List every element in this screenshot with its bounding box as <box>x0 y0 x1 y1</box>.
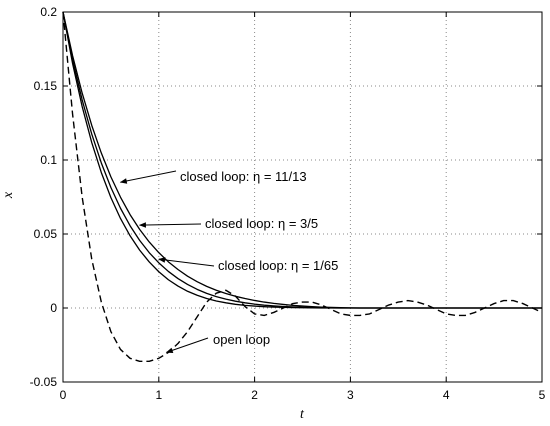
y-tick-label: 0.2 <box>40 5 57 19</box>
annotation-label-2: closed loop: η = 1/65 <box>218 258 338 273</box>
x-tick-label: 1 <box>155 388 162 402</box>
x-tick-label: 0 <box>60 388 67 402</box>
x-tick-label: 5 <box>539 388 546 402</box>
y-axis-label: x <box>1 191 16 199</box>
x-tick-label: 3 <box>347 388 354 402</box>
series-line-3 <box>62 11 543 362</box>
plot-frame <box>62 11 543 383</box>
annotation-label-0: closed loop: η = 11/13 <box>180 169 307 184</box>
series-line-2 <box>62 11 542 309</box>
y-tick-label: 0.05 <box>34 227 58 241</box>
annotation-label-3: open loop <box>213 332 270 347</box>
y-tick-label: 0.15 <box>34 79 58 93</box>
x-axis-label: t <box>300 407 305 422</box>
annotation-arrow-3 <box>165 337 209 353</box>
y-tick-label: -0.05 <box>30 375 58 389</box>
annotation-arrow-1 <box>138 222 202 228</box>
annotation-arrow-0 <box>119 170 177 184</box>
x-tick-label: 4 <box>443 388 450 402</box>
annotation-label-1: closed loop: η = 3/5 <box>205 216 318 231</box>
annotation-arrow-2 <box>158 257 215 267</box>
x-tick-label: 2 <box>251 388 258 402</box>
y-tick-label: 0.1 <box>40 153 57 167</box>
y-tick-label: 0 <box>50 301 57 315</box>
